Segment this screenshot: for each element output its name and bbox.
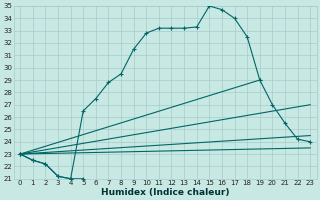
X-axis label: Humidex (Indice chaleur): Humidex (Indice chaleur) bbox=[101, 188, 229, 197]
